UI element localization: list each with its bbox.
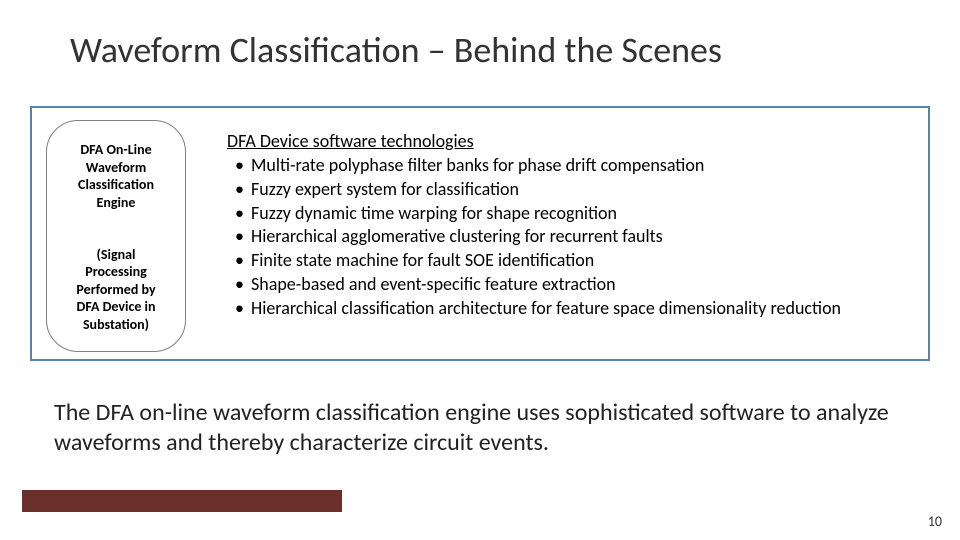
slide-title: Waveform Classification – Behind the Sce… bbox=[70, 28, 930, 72]
pill-top-text: DFA On-LineWaveformClassificationEngine bbox=[78, 141, 154, 211]
list-item: Multi-rate polyphase filter banks for ph… bbox=[235, 154, 914, 178]
page-number: 10 bbox=[928, 513, 942, 530]
list-item: Hierarchical classification architecture… bbox=[235, 297, 914, 321]
list-item: Finite state machine for fault SOE ident… bbox=[235, 249, 914, 273]
list-item: Shape-based and event-specific feature e… bbox=[235, 273, 914, 297]
engine-pill: DFA On-LineWaveformClassificationEngine … bbox=[46, 120, 186, 352]
list-item: Fuzzy expert system for classification bbox=[235, 178, 914, 202]
tech-list: Multi-rate polyphase filter banks for ph… bbox=[227, 154, 914, 320]
list-item: Fuzzy dynamic time warping for shape rec… bbox=[235, 202, 914, 226]
pill-bottom-text: (SignalProcessingPerformed byDFA Device … bbox=[76, 246, 155, 334]
footer-bar bbox=[22, 490, 342, 512]
tech-heading: DFA Device software technologies bbox=[227, 130, 914, 152]
content-box: DFA On-LineWaveformClassificationEngine … bbox=[30, 106, 930, 361]
list-item: Hierarchical agglomerative clustering fo… bbox=[235, 225, 914, 249]
tech-block: DFA Device software technologies Multi-r… bbox=[227, 130, 914, 320]
summary-text: The DFA on-line waveform classification … bbox=[54, 398, 906, 458]
